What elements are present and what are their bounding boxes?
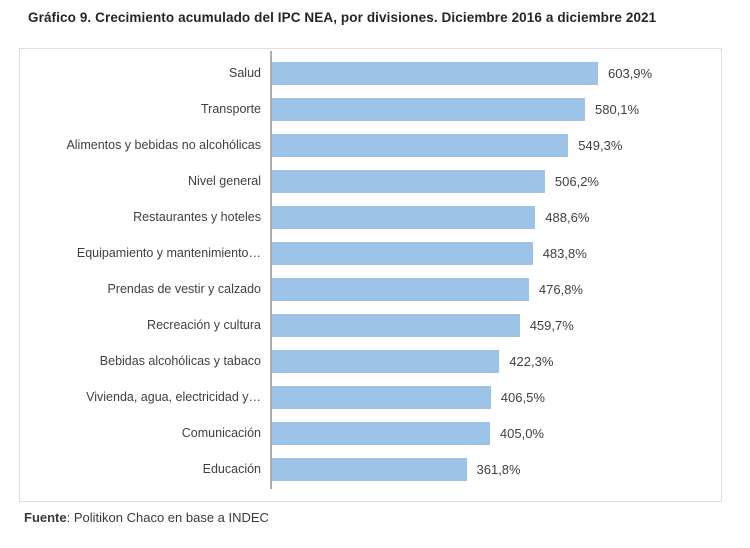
bar-value-label: 459,7% (529, 317, 574, 333)
bar-row: Recreación y cultura 459,7% (20, 307, 721, 343)
bar-track: 580,1% (270, 97, 721, 121)
bar-row: Nivel general 506,2% (20, 163, 721, 199)
bar (270, 385, 491, 409)
category-label: Equipamiento y mantenimiento… (76, 246, 261, 260)
bar (270, 205, 536, 229)
bar-value-label: 406,5% (500, 389, 545, 405)
bar-row: Vivienda, agua, electricidad y… 406,5% (20, 379, 721, 415)
bar-value-label: 361,8% (476, 461, 521, 477)
bar-value-label: 488,6% (545, 209, 590, 225)
bar-row: Educación 361,8% (20, 451, 721, 487)
bar-row: Salud 603,9% (20, 55, 721, 91)
category-label: Vivienda, agua, electricidad y… (86, 390, 261, 404)
category-label: Restaurantes y hoteles (133, 210, 261, 224)
bar-track: 488,6% (270, 205, 721, 229)
source-text: : Politikon Chaco en base a INDEC (66, 510, 269, 525)
bar (270, 349, 500, 373)
chart-title: Gráfico 9. Crecimiento acumulado del IPC… (28, 10, 657, 25)
bar-track: 406,5% (270, 385, 721, 409)
bar-value-label: 580,1% (595, 101, 640, 117)
bar-value-label: 483,8% (542, 245, 587, 261)
bar-track: 476,8% (270, 277, 721, 301)
bar-row: Prendas de vestir y calzado 476,8% (20, 271, 721, 307)
chart-plot-area: Salud 603,9% Transporte 580,1% Alimentos… (19, 48, 722, 502)
bar (270, 61, 598, 85)
category-label: Nivel general (188, 174, 261, 188)
bar-row: Transporte 580,1% (20, 91, 721, 127)
bar-row: Alimentos y bebidas no alcohólicas 549,3… (20, 127, 721, 163)
bar-value-label: 603,9% (608, 65, 653, 81)
bar-value-label: 506,2% (554, 173, 599, 189)
bar (270, 169, 545, 193)
bar-row: Restaurantes y hoteles 488,6% (20, 199, 721, 235)
bar-value-label: 422,3% (509, 353, 554, 369)
source-note: Fuente: Politikon Chaco en base a INDEC (24, 510, 269, 525)
category-label: Comunicación (181, 426, 261, 440)
bar-track: 361,8% (270, 457, 721, 481)
bar-value-label: 549,3% (578, 137, 623, 153)
category-label: Transporte (201, 102, 261, 116)
category-label: Recreación y cultura (147, 318, 261, 332)
bar-track: 405,0% (270, 421, 721, 445)
y-axis-line (270, 51, 272, 489)
bar-row: Comunicación 405,0% (20, 415, 721, 451)
bar (270, 133, 569, 157)
bar-track: 603,9% (270, 61, 721, 85)
bar (270, 97, 585, 121)
bar (270, 313, 520, 337)
category-label: Prendas de vestir y calzado (107, 282, 261, 296)
bar-track: 483,8% (270, 241, 721, 265)
source-label: Fuente (24, 510, 67, 525)
bar (270, 241, 533, 265)
bar-rows-container: Salud 603,9% Transporte 580,1% Alimentos… (20, 55, 721, 487)
bar-value-label: 476,8% (538, 281, 583, 297)
category-label: Educación (202, 462, 261, 476)
bar-track: 549,3% (270, 133, 721, 157)
category-label: Bebidas alcohólicas y tabaco (99, 354, 261, 368)
bar (270, 277, 529, 301)
bar-row: Bebidas alcohólicas y tabaco 422,3% (20, 343, 721, 379)
bar-row: Equipamiento y mantenimiento… 483,8% (20, 235, 721, 271)
bar-track: 506,2% (270, 169, 721, 193)
category-label: Salud (229, 66, 261, 80)
bar (270, 421, 490, 445)
bar-track: 459,7% (270, 313, 721, 337)
bar-value-label: 405,0% (499, 425, 544, 441)
bar-track: 422,3% (270, 349, 721, 373)
category-label: Alimentos y bebidas no alcohólicas (66, 138, 261, 152)
bar (270, 457, 467, 481)
